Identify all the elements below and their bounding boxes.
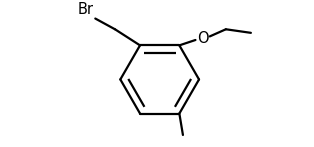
Text: Br: Br bbox=[78, 2, 94, 17]
Text: O: O bbox=[197, 31, 208, 46]
